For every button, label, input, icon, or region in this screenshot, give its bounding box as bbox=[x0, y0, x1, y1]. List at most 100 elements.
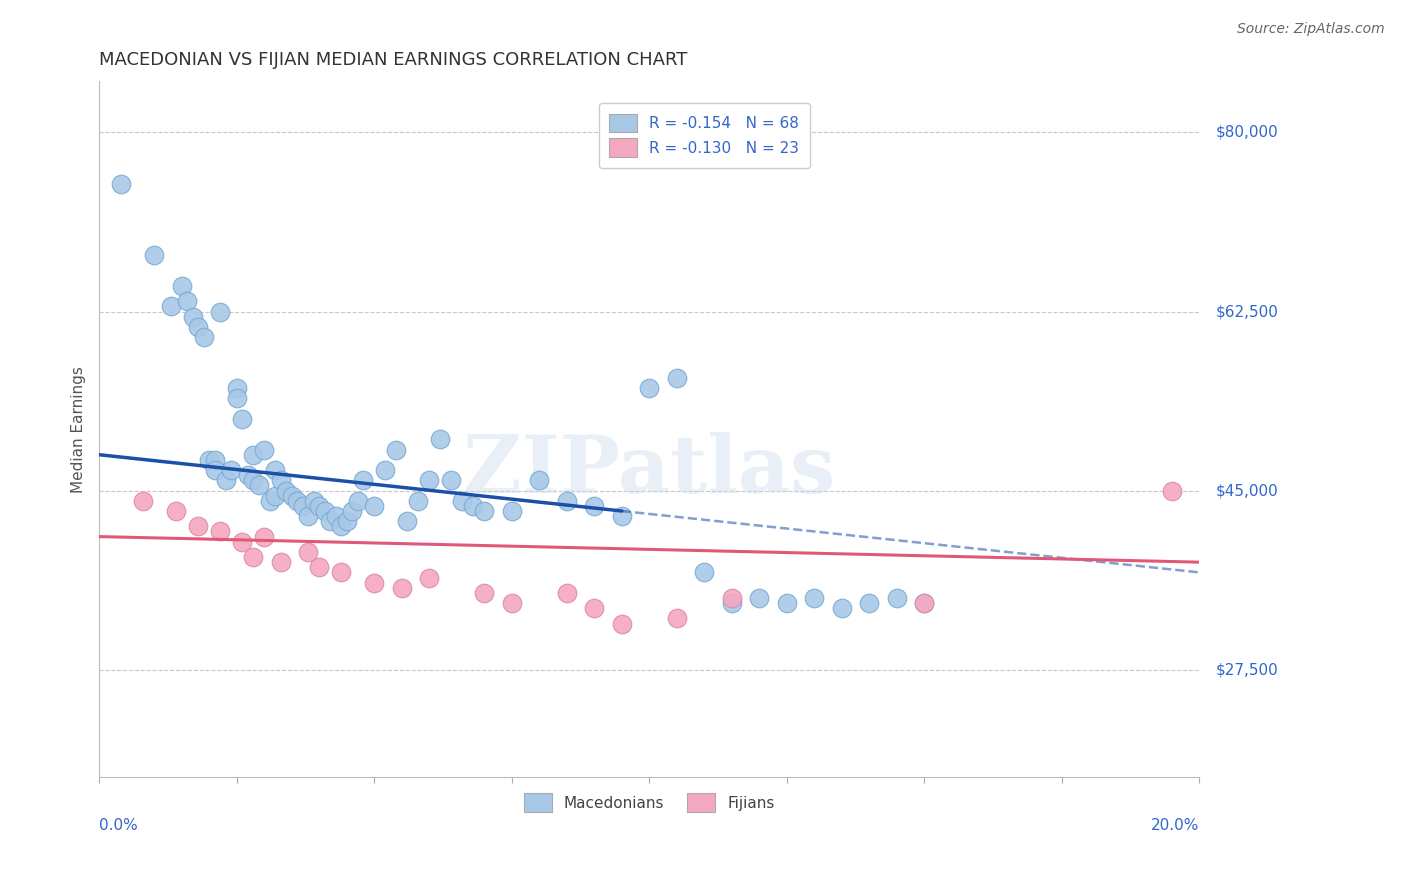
Point bbox=[418, 473, 440, 487]
Point bbox=[231, 412, 253, 426]
Point bbox=[886, 591, 908, 605]
Point bbox=[242, 549, 264, 564]
Point bbox=[831, 601, 853, 615]
Point bbox=[281, 489, 304, 503]
Point bbox=[236, 468, 259, 483]
Point bbox=[308, 499, 330, 513]
Point bbox=[253, 442, 276, 457]
Point bbox=[912, 596, 935, 610]
Point bbox=[336, 514, 359, 528]
Point bbox=[408, 493, 430, 508]
Point bbox=[302, 493, 325, 508]
Point bbox=[418, 570, 440, 584]
Point bbox=[291, 499, 314, 513]
Point bbox=[347, 493, 370, 508]
Point bbox=[391, 581, 413, 595]
Point bbox=[276, 483, 298, 498]
Point bbox=[297, 545, 319, 559]
Text: 0.0%: 0.0% bbox=[100, 818, 138, 833]
Text: $62,500: $62,500 bbox=[1216, 304, 1278, 319]
Point bbox=[463, 499, 485, 513]
Point bbox=[264, 489, 287, 503]
Point bbox=[193, 330, 215, 344]
Point bbox=[776, 596, 799, 610]
Point bbox=[501, 596, 523, 610]
Text: 20.0%: 20.0% bbox=[1152, 818, 1199, 833]
Point bbox=[330, 519, 353, 533]
Point bbox=[270, 473, 292, 487]
Text: $45,000: $45,000 bbox=[1216, 483, 1278, 498]
Point bbox=[748, 591, 770, 605]
Point bbox=[803, 591, 825, 605]
Point bbox=[226, 392, 249, 406]
Point bbox=[221, 463, 243, 477]
Point bbox=[308, 560, 330, 574]
Point bbox=[555, 493, 578, 508]
Point bbox=[231, 534, 253, 549]
Point bbox=[314, 504, 336, 518]
Point bbox=[665, 611, 688, 625]
Point bbox=[474, 504, 496, 518]
Point bbox=[270, 555, 292, 569]
Point bbox=[110, 177, 132, 191]
Point bbox=[529, 473, 551, 487]
Point bbox=[143, 248, 166, 262]
Point bbox=[429, 433, 451, 447]
Point bbox=[352, 473, 374, 487]
Y-axis label: Median Earnings: Median Earnings bbox=[72, 366, 86, 492]
Point bbox=[583, 601, 606, 615]
Point bbox=[385, 442, 408, 457]
Point bbox=[610, 616, 633, 631]
Point bbox=[1160, 483, 1182, 498]
Point bbox=[474, 586, 496, 600]
Point bbox=[583, 499, 606, 513]
Point bbox=[242, 473, 264, 487]
Point bbox=[721, 596, 744, 610]
Point bbox=[226, 381, 249, 395]
Point bbox=[259, 493, 281, 508]
Point bbox=[170, 279, 193, 293]
Text: Source: ZipAtlas.com: Source: ZipAtlas.com bbox=[1237, 22, 1385, 37]
Point bbox=[325, 509, 347, 524]
Point bbox=[253, 530, 276, 544]
Point bbox=[198, 453, 221, 467]
Point bbox=[264, 463, 287, 477]
Point bbox=[363, 575, 385, 590]
Point bbox=[187, 319, 209, 334]
Point bbox=[319, 514, 342, 528]
Point bbox=[342, 504, 364, 518]
Point bbox=[242, 448, 264, 462]
Point bbox=[396, 514, 419, 528]
Point bbox=[181, 310, 204, 324]
Point bbox=[209, 304, 232, 318]
Point bbox=[501, 504, 523, 518]
Point bbox=[693, 566, 716, 580]
Point bbox=[247, 478, 270, 492]
Point bbox=[721, 591, 744, 605]
Point bbox=[176, 294, 198, 309]
Point bbox=[297, 509, 319, 524]
Text: $27,500: $27,500 bbox=[1216, 662, 1278, 677]
Point bbox=[287, 493, 309, 508]
Point bbox=[330, 566, 353, 580]
Point bbox=[132, 493, 155, 508]
Text: ZIPatlas: ZIPatlas bbox=[463, 432, 835, 510]
Point bbox=[374, 463, 396, 477]
Point bbox=[165, 504, 187, 518]
Point bbox=[215, 473, 238, 487]
Point bbox=[858, 596, 880, 610]
Point bbox=[912, 596, 935, 610]
Legend: Macedonians, Fijians: Macedonians, Fijians bbox=[519, 788, 780, 818]
Text: $80,000: $80,000 bbox=[1216, 125, 1278, 140]
Point bbox=[555, 586, 578, 600]
Point bbox=[451, 493, 474, 508]
Point bbox=[638, 381, 661, 395]
Point bbox=[204, 463, 226, 477]
Point bbox=[610, 509, 633, 524]
Point bbox=[665, 371, 688, 385]
Point bbox=[209, 524, 232, 539]
Point bbox=[204, 453, 226, 467]
Point bbox=[160, 300, 183, 314]
Point bbox=[187, 519, 209, 533]
Point bbox=[363, 499, 385, 513]
